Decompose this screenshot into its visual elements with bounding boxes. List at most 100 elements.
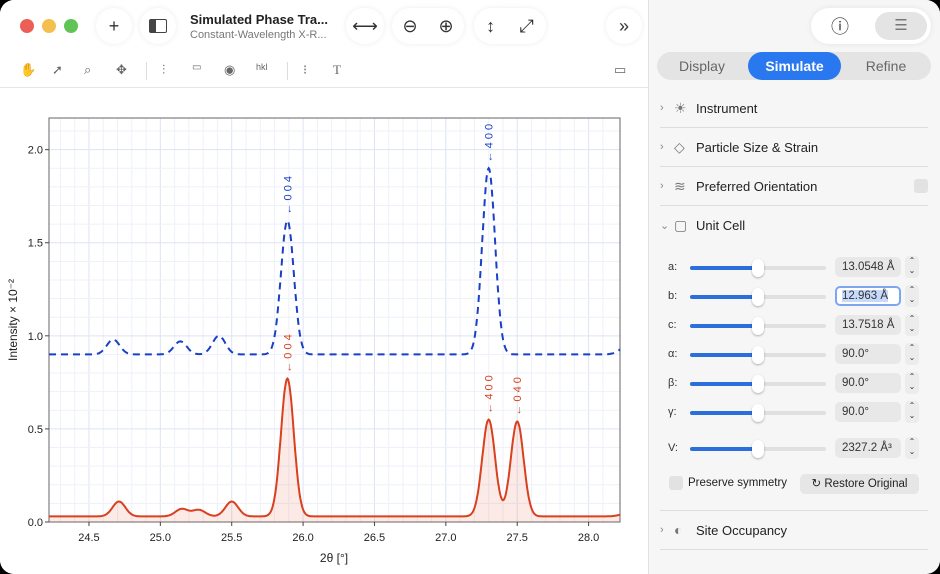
peak-label: ← 4 0 0 <box>484 124 496 163</box>
inspector-tabs: Display Simulate Refine <box>657 52 931 80</box>
unit-cell-row: γ: 90.0° ⌃ ⌄ <box>668 401 923 424</box>
divider <box>660 510 928 511</box>
close-button[interactable] <box>20 19 34 33</box>
param-value-field[interactable]: 13.7518 Å <box>835 315 901 335</box>
param-value-field[interactable]: 13.0548 Å <box>835 257 901 277</box>
sidebar-icon <box>149 19 167 33</box>
section-instrument[interactable]: › ☀ Instrument <box>660 89 928 128</box>
slider-knob[interactable] <box>752 404 764 422</box>
tab-refine[interactable]: Refine <box>865 58 907 74</box>
zoom-out-icon[interactable]: ⊖ <box>402 15 418 36</box>
text-icon[interactable]: T <box>333 62 341 77</box>
peak-label: ← 0 0 4 <box>282 176 294 215</box>
panel-icon[interactable]: ▭ <box>614 62 627 77</box>
slider-knob[interactable] <box>752 259 764 277</box>
add-button[interactable]: + <box>96 8 132 44</box>
minimize-button[interactable] <box>42 19 56 33</box>
fit-width-icon: ⟷ <box>352 15 378 36</box>
slider-fill <box>690 295 758 299</box>
param-slider[interactable] <box>690 404 826 422</box>
section-preferred-orientation[interactable]: › ≋ Preferred Orientation <box>660 167 928 206</box>
param-slider[interactable] <box>690 317 826 335</box>
slider-knob[interactable] <box>752 375 764 393</box>
unit-cell-row: β: 90.0° ⌃ ⌄ <box>668 372 923 395</box>
unit-cell-row: V: 2327.2 Å³ ⌃ ⌄ <box>668 437 923 460</box>
slider-knob[interactable] <box>752 288 764 306</box>
x-tick-label: 26.0 <box>292 532 313 544</box>
param-stepper[interactable]: ⌃ ⌄ <box>905 401 919 423</box>
param-value-field[interactable]: 12.963 Å <box>835 286 901 306</box>
param-stepper[interactable]: ⌃ ⌄ <box>905 314 919 336</box>
param-value-field[interactable]: 90.0° <box>835 373 901 393</box>
info-icon[interactable]: ⓘ <box>831 17 849 37</box>
inspector-toggle: ⓘ ☰ <box>811 8 931 44</box>
slider-fill <box>690 353 758 357</box>
section-site-occupancy[interactable]: › ◐ Site Occupancy <box>660 511 928 550</box>
param-slider[interactable] <box>690 346 826 364</box>
magnifier-icon[interactable]: ⌕ <box>84 62 92 77</box>
param-stepper[interactable]: ⌃ ⌄ <box>905 372 919 394</box>
param-value-field[interactable]: 90.0° <box>835 344 901 364</box>
preferred-orientation-checkbox[interactable] <box>914 179 928 193</box>
slider-knob[interactable] <box>752 346 764 364</box>
crystal-icon: ◇ <box>674 138 685 155</box>
fit-width-button[interactable]: ⟷ <box>346 8 384 44</box>
param-stepper[interactable]: ⌃ ⌄ <box>905 285 919 307</box>
section-unit-cell[interactable]: ⌄ ▢ Unit Cell <box>660 206 928 245</box>
fit-all-icon[interactable]: ⤢ <box>519 15 534 36</box>
cursor-line-icon[interactable]: ⫶ <box>162 62 166 77</box>
series-line-0 <box>49 166 621 356</box>
slider-knob[interactable] <box>752 317 764 335</box>
slider-knob[interactable] <box>752 440 764 458</box>
chevron-right-icon: › <box>660 102 664 114</box>
peak-label: ← 0 0 4 <box>282 334 294 373</box>
param-value: 90.0° <box>842 406 869 418</box>
param-stepper[interactable]: ⌃ ⌄ <box>905 256 919 278</box>
param-slider[interactable] <box>690 375 826 393</box>
param-value: 12.963 Å <box>842 290 889 302</box>
tab-display[interactable]: Display <box>679 58 725 74</box>
ruler-icon[interactable]: ▭ <box>192 62 202 73</box>
more-button[interactable]: » <box>606 8 642 44</box>
list-icon[interactable]: ⁝ <box>303 62 308 77</box>
param-label: c: <box>668 319 677 331</box>
hand-icon[interactable]: ✋ <box>20 62 37 77</box>
arrow-icon[interactable]: ➚ <box>52 62 63 77</box>
zoom-in-icon[interactable]: ⊕ <box>438 15 454 36</box>
series-line-1 <box>49 376 621 518</box>
param-label: V: <box>668 442 678 454</box>
param-value: 13.7518 Å <box>842 319 895 331</box>
slider-fill <box>690 266 758 270</box>
hkl-icon[interactable]: hkl <box>256 62 268 72</box>
preserve-symmetry-checkbox[interactable] <box>669 476 683 490</box>
preserve-symmetry-label: Preserve symmetry <box>688 477 788 489</box>
plot-frame <box>48 117 621 523</box>
section-label: Site Occupancy <box>696 522 788 538</box>
tab-simulate[interactable]: Simulate <box>748 52 841 80</box>
param-value-field[interactable]: 90.0° <box>835 402 901 422</box>
param-label: α: <box>668 348 678 360</box>
diffraction-chart[interactable]: 24.5 25.0 25.5 26.0 26.5 27.0 27.5 28.0 0.0 0.5 1.… <box>0 88 648 574</box>
param-slider[interactable] <box>690 259 826 277</box>
sliders-icon[interactable]: ☰ <box>875 12 927 40</box>
divider <box>287 62 288 80</box>
param-stepper[interactable]: ⌃ ⌄ <box>905 343 919 365</box>
restore-original-button[interactable]: ↻ Restore Original <box>800 474 919 494</box>
sidebar-toggle-button[interactable] <box>140 8 176 44</box>
section-label: Unit Cell <box>696 218 746 233</box>
param-stepper[interactable]: ⌃ ⌄ <box>905 437 919 459</box>
fit-height-icon[interactable]: ↕ <box>486 15 496 36</box>
curves <box>49 166 621 522</box>
section-label: Instrument <box>696 100 758 116</box>
zoom-button[interactable] <box>64 19 78 33</box>
param-slider[interactable] <box>690 288 826 306</box>
move-icon[interactable]: ✥ <box>116 62 127 77</box>
document-subtitle: Constant-Wavelength X-R... <box>190 29 327 41</box>
y-tick-label: 0.5 <box>28 424 43 436</box>
section-particle-size[interactable]: › ◇ Particle Size & Strain <box>660 128 928 167</box>
peak-icon[interactable]: ◉ <box>224 62 236 77</box>
param-value-field[interactable]: 2327.2 Å³ <box>835 438 901 458</box>
slider-fill <box>690 324 758 328</box>
chevron-right-icon: › <box>660 524 664 536</box>
param-slider[interactable] <box>690 440 826 458</box>
